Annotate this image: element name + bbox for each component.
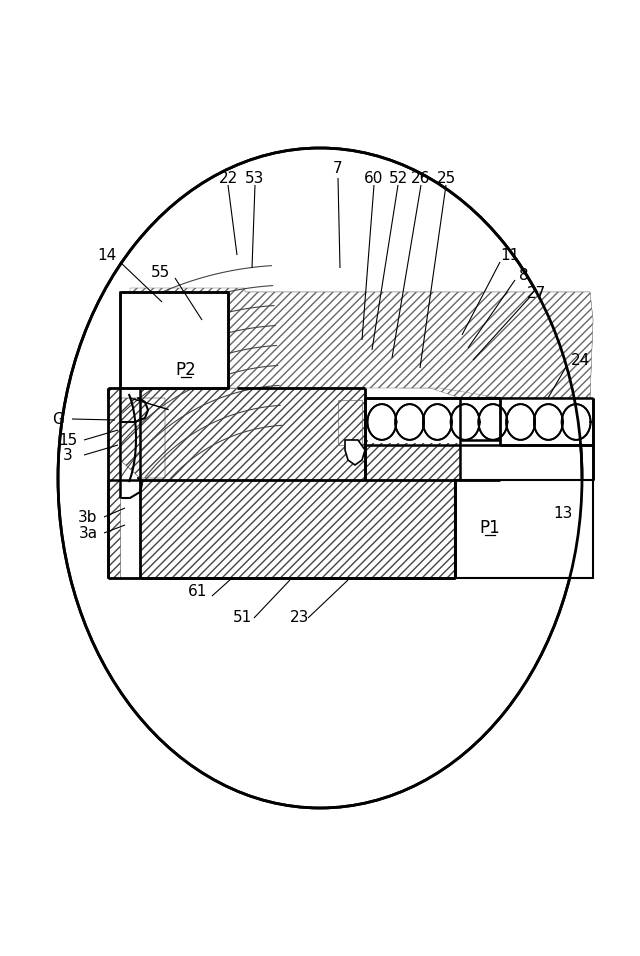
Polygon shape [338, 400, 362, 445]
Text: 22: 22 [218, 170, 237, 185]
Polygon shape [368, 400, 590, 443]
Text: 3a: 3a [79, 526, 97, 540]
Text: 61: 61 [188, 584, 208, 599]
Text: 51: 51 [232, 611, 252, 625]
Text: 27: 27 [527, 286, 547, 300]
Text: 24: 24 [572, 353, 591, 367]
Polygon shape [108, 388, 120, 578]
Text: 26: 26 [412, 170, 431, 185]
Text: 3b: 3b [78, 510, 98, 525]
Polygon shape [120, 398, 165, 478]
Text: 11: 11 [500, 248, 520, 263]
Text: 23: 23 [291, 611, 310, 625]
Polygon shape [140, 292, 593, 398]
Text: 55: 55 [150, 265, 170, 279]
Text: 8: 8 [519, 268, 529, 283]
Polygon shape [345, 440, 365, 465]
Polygon shape [130, 288, 593, 398]
Text: 13: 13 [554, 507, 573, 522]
Text: P1: P1 [479, 519, 500, 537]
Polygon shape [460, 398, 500, 440]
Text: 14: 14 [97, 248, 116, 263]
Text: 53: 53 [245, 170, 265, 185]
Text: P2: P2 [175, 361, 196, 379]
Ellipse shape [58, 148, 582, 808]
Polygon shape [455, 480, 593, 578]
Text: 7: 7 [333, 161, 343, 176]
Text: 3: 3 [63, 447, 73, 463]
Polygon shape [365, 440, 460, 480]
Polygon shape [120, 292, 228, 388]
Text: G: G [52, 411, 64, 426]
Polygon shape [140, 388, 365, 480]
Text: 25: 25 [436, 170, 456, 185]
Text: 52: 52 [388, 170, 408, 185]
Text: 15: 15 [58, 432, 77, 447]
Polygon shape [140, 480, 455, 578]
Text: 60: 60 [364, 170, 384, 185]
